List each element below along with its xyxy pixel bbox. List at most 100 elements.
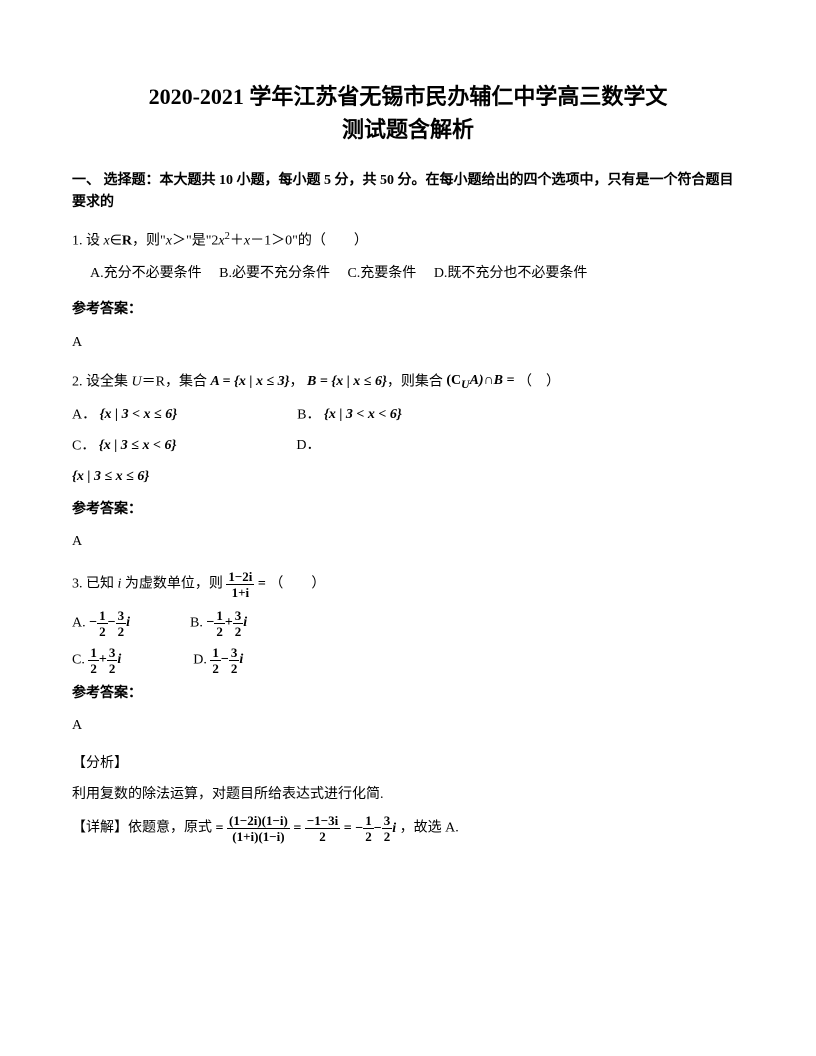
- q3-optC-label: C.: [72, 652, 85, 667]
- q3B-i: i: [243, 615, 247, 630]
- q2-optC-val: {x | 3 ≤ x < 6}: [99, 438, 177, 453]
- q1-t3: ，则": [132, 233, 166, 248]
- q1-R: R: [122, 233, 132, 248]
- q2-optC-label: C．: [72, 439, 95, 454]
- q3-optD: D. 12−32i: [193, 646, 243, 675]
- q3-s2n: −1−3i: [305, 814, 340, 829]
- document-title: 2020-2021 学年江苏省无锡市民办辅仁中学高三数学文 测试题含解析: [72, 80, 744, 146]
- q3B-2n: 3: [233, 609, 244, 624]
- question-1-text: 1. 设 x∈R，则"x＞"是"2x2＋x－1＞0"的（ ）: [72, 229, 744, 253]
- q3-answer-label: 参考答案：: [72, 683, 744, 705]
- q3-detail-math: = (1−2i)(1−i)(1+i)(1−i) = −1−3i2 = −12−3…: [216, 821, 400, 836]
- q3B-2d: 2: [233, 624, 244, 638]
- q1-optB: B.必要不充分条件: [219, 266, 330, 281]
- q3-blank: （ ）: [269, 576, 325, 591]
- q1-t5: ＋: [230, 233, 244, 248]
- q3A-1d: 2: [97, 624, 108, 638]
- q2-U: U: [132, 374, 142, 389]
- q3-detail-label: 【详解】依题意，原式: [72, 821, 216, 836]
- q3-eq: =: [258, 576, 269, 591]
- q2-optB: B． {x | 3 < x < 6}: [297, 404, 402, 427]
- q3C-s2: +: [99, 652, 107, 667]
- q1-options: A.充分不必要条件 B.必要不充分条件 C.充要条件 D.既不充分也不必要条件: [72, 263, 744, 285]
- q3-optC: C. 12+32i: [72, 646, 121, 675]
- section-header: 一、 选择题：本大题共 10 小题，每小题 5 分，共 50 分。在每小题给出的…: [72, 170, 744, 215]
- q3-optA-math: −12−32i: [89, 615, 130, 630]
- q3-rs1: −: [355, 821, 363, 836]
- q3A-s2: −: [108, 615, 116, 630]
- q3C-2n: 3: [107, 646, 118, 661]
- q3-analysis-text: 利用复数的除法运算，对题目所给表达式进行化简.: [72, 784, 744, 806]
- q3D-i: i: [239, 652, 243, 667]
- q3A-2d: 2: [116, 624, 127, 638]
- q3-t1: 已知: [86, 576, 118, 591]
- question-1: 1. 设 x∈R，则"x＞"是"2x2＋x－1＞0"的（ ） A.充分不必要条件…: [72, 229, 744, 354]
- question-2: 2. 设全集 U＝R，集合 A = {x | x ≤ 3}， B = {x | …: [72, 370, 744, 554]
- title-line2: 测试题含解析: [342, 117, 474, 142]
- q3-ri: i: [392, 821, 396, 836]
- q3-detail: 【详解】依题意，原式 = (1−2i)(1−i)(1+i)(1−i) = −1−…: [72, 814, 744, 843]
- q3-main-frac: 1−2i 1+i: [226, 570, 254, 599]
- q2-options: A． {x | 3 < x ≤ 6} B． {x | 3 < x < 6} C．…: [72, 404, 744, 466]
- q2-answer: A: [72, 531, 744, 553]
- q2-setA-inner: A = {x | x ≤ 3}: [210, 374, 289, 389]
- q3-s1n: (1−2i)(1−i): [227, 814, 290, 829]
- q3A-i: i: [126, 615, 130, 630]
- q3B-s1: −: [206, 615, 214, 630]
- q3A-1n: 1: [97, 609, 108, 624]
- q3D-1n: 1: [210, 646, 221, 661]
- q2-setA: A = {x | x ≤ 3}: [210, 374, 289, 389]
- q3-num: 3.: [72, 576, 83, 591]
- q2-expr: (CUA)∩B =: [446, 373, 514, 388]
- q3-t2: 为虚数单位，则: [121, 576, 226, 591]
- q3-fden: 1+i: [226, 585, 254, 599]
- q2-c1: ，: [290, 374, 304, 389]
- q3A-2n: 3: [116, 609, 127, 624]
- q2-t1: 设全集: [86, 374, 132, 389]
- q3-detail-end: ，故选 A.: [400, 821, 459, 836]
- q3-eq1: =: [293, 821, 304, 836]
- q3-optB: B. −12+32i: [190, 609, 247, 638]
- q3D-2d: 2: [229, 661, 240, 675]
- q3-options-row2: C. 12+32i D. 12−32i: [72, 646, 744, 683]
- q3-optB-math: −12+32i: [206, 615, 247, 630]
- q3-s2d: 2: [305, 829, 340, 843]
- q3-r1n: 1: [363, 814, 374, 829]
- q3-answer: A: [72, 715, 744, 737]
- question-3-text: 3. 已知 i 为虚数单位，则 1−2i 1+i = （ ）: [72, 570, 744, 599]
- q3-r1d: 2: [363, 829, 374, 843]
- q2-optD-label: D．: [296, 438, 320, 453]
- q1-answer-label: 参考答案：: [72, 299, 744, 321]
- q2-optA-val: {x | 3 < x ≤ 6}: [100, 407, 178, 422]
- q3-optC-math: 12+32i: [88, 652, 121, 667]
- q2-optB-val: {x | 3 < x < 6}: [324, 407, 402, 422]
- q1-optC: C.充要条件: [347, 266, 416, 281]
- q1-optA: A.充分不必要条件: [90, 266, 202, 281]
- q3-r2d: 2: [382, 829, 393, 843]
- q3-fnum: 1−2i: [226, 570, 254, 585]
- q3D-s2: −: [221, 652, 229, 667]
- q3-s1d: (1+i)(1−i): [227, 829, 290, 843]
- q1-t6: －1＞0"的（ ）: [250, 233, 368, 248]
- q2-setB-inner: B = {x | x ≤ 6}: [307, 374, 387, 389]
- q3-optD-math: 12−32i: [210, 652, 243, 667]
- q3C-1n: 1: [88, 646, 99, 661]
- q2-optD: D．: [296, 435, 320, 458]
- q2-t2: ＝R，集合: [142, 374, 211, 389]
- q3B-1d: 2: [214, 624, 225, 638]
- q2-optB-label: B．: [297, 408, 320, 423]
- q3D-2n: 3: [229, 646, 240, 661]
- q1-optD: D.既不充分也不必要条件: [434, 266, 588, 281]
- q2-c2: ，则集合: [387, 374, 447, 389]
- q3-r2n: 3: [382, 814, 393, 829]
- q3-options-row1: A. −12−32i B. −12+32i: [72, 609, 744, 646]
- q2-e2: A)∩B =: [470, 373, 515, 388]
- q3-eq2: =: [344, 821, 355, 836]
- q2-optA-label: A．: [72, 408, 96, 423]
- q3-optA-label: A.: [72, 615, 86, 630]
- q3C-i: i: [117, 652, 121, 667]
- q3B-s2: +: [225, 615, 233, 630]
- q2-optA: A． {x | 3 < x ≤ 6}: [72, 404, 177, 427]
- q3C-2d: 2: [107, 661, 118, 675]
- q3-analysis-label: 【分析】: [72, 753, 744, 775]
